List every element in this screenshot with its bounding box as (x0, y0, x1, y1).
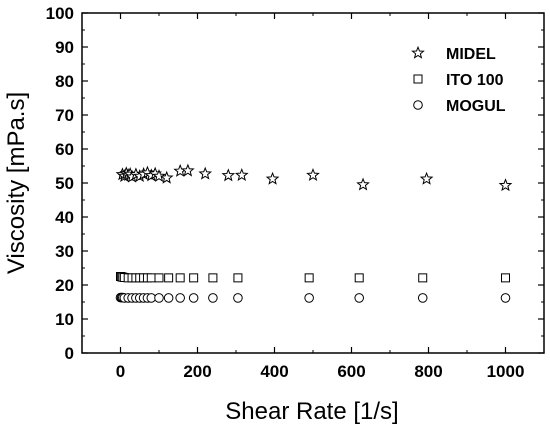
x-tick-label: 200 (183, 362, 211, 381)
midel-point (152, 169, 166, 183)
midel-point (198, 166, 213, 180)
x-tick-label: 800 (414, 362, 442, 381)
mogul-point (500, 293, 511, 303)
y-axis-title: Viscosity [mPa.s] (3, 92, 30, 274)
y-tick-label: 40 (55, 208, 74, 227)
ito-100-point (233, 273, 243, 283)
x-tick-label: 0 (116, 362, 125, 381)
y-tick-label: 90 (55, 38, 74, 57)
midel-point (419, 171, 434, 185)
x-tick-label: 400 (260, 362, 288, 381)
y-axis: 0 10 20 30 40 50 60 70 80 90 100 (46, 4, 544, 363)
legend-marker-ito-100 (413, 74, 423, 84)
mogul-point (163, 293, 174, 303)
x-axis-title: Shear Rate [1/s] (225, 398, 398, 425)
y-tick-label: 70 (55, 106, 74, 125)
ito-100-point (175, 273, 185, 283)
ito-100-point (208, 273, 218, 283)
ito-100-point (354, 273, 364, 283)
mogul-point (233, 293, 243, 303)
mogul-point (154, 293, 164, 303)
y-tick-label: 20 (55, 276, 74, 295)
y-tick-label: 80 (55, 72, 74, 91)
y-tick-label: 0 (65, 344, 74, 363)
midel-point (498, 178, 513, 192)
x-axis: 0 200 400 600 800 1000 (81, 13, 545, 381)
legend-marker-midel (411, 45, 425, 59)
mogul-point (175, 293, 185, 303)
legend: MIDEL ITO 100 MOGUL (411, 45, 506, 115)
ito-100-point (164, 273, 174, 283)
ito-100-point (418, 273, 428, 283)
midel-point (234, 167, 249, 181)
mogul-point (208, 293, 218, 303)
x-tick-label: 600 (337, 362, 365, 381)
ito-100-point (189, 273, 199, 283)
midel-point (159, 170, 174, 184)
x-tick-label: 1000 (487, 362, 525, 381)
midel-point (306, 168, 320, 181)
y-tick-label: 60 (55, 140, 74, 159)
legend-label-ito-100: ITO 100 (446, 72, 504, 89)
legend-label-midel: MIDEL (446, 46, 496, 63)
ito-100-point (501, 273, 510, 283)
mogul-point (417, 293, 428, 303)
midel-point (356, 177, 370, 191)
mogul-point (304, 293, 314, 303)
legend-label-mogul: MOGUL (446, 98, 506, 115)
data-marks (115, 163, 513, 303)
y-tick-label: 10 (55, 310, 74, 329)
ito-100-point (146, 273, 156, 283)
y-tick-label: 30 (55, 242, 74, 261)
ito-100-point (154, 273, 164, 283)
mogul-point (354, 293, 365, 303)
y-tick-label: 100 (46, 4, 74, 23)
midel-point (265, 171, 280, 185)
y-tick-label: 50 (55, 174, 74, 193)
ito-100-point (304, 273, 314, 283)
midel-point (221, 168, 236, 182)
mogul-point (188, 293, 199, 303)
legend-marker-mogul (413, 100, 423, 110)
midel-point (181, 163, 195, 177)
